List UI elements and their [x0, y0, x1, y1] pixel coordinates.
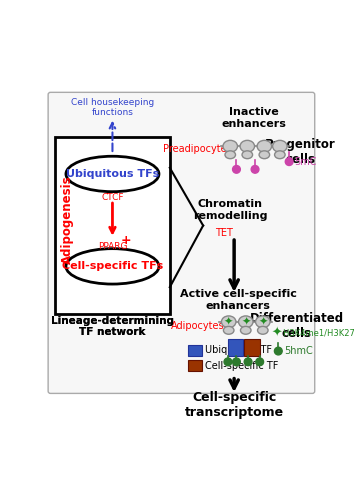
Ellipse shape — [66, 248, 159, 284]
Ellipse shape — [275, 151, 285, 158]
Ellipse shape — [222, 316, 236, 328]
Ellipse shape — [259, 151, 270, 158]
Circle shape — [244, 358, 252, 366]
Circle shape — [233, 166, 240, 173]
Circle shape — [224, 358, 232, 366]
Text: ✦: ✦ — [224, 317, 233, 327]
Ellipse shape — [257, 326, 268, 334]
FancyBboxPatch shape — [48, 92, 315, 394]
Text: 5mC: 5mC — [295, 156, 317, 166]
Text: Cell-specific TFs: Cell-specific TFs — [62, 262, 163, 272]
FancyBboxPatch shape — [55, 137, 170, 314]
Text: Adipogenesis: Adipogenesis — [61, 176, 74, 264]
Text: TET: TET — [215, 228, 233, 238]
Ellipse shape — [257, 140, 272, 152]
Text: CTCF: CTCF — [101, 192, 124, 202]
Text: PPARG: PPARG — [98, 242, 127, 251]
Circle shape — [285, 158, 293, 166]
Text: Progenitor
cells: Progenitor cells — [265, 138, 335, 166]
Text: Ubiquitous TFs: Ubiquitous TFs — [66, 169, 159, 179]
Text: ✦: ✦ — [272, 327, 282, 340]
Circle shape — [251, 166, 259, 173]
Text: Inactive
enhancers: Inactive enhancers — [221, 107, 286, 128]
Text: Chromatin
remodelling: Chromatin remodelling — [193, 200, 268, 221]
Ellipse shape — [273, 140, 287, 152]
FancyBboxPatch shape — [188, 360, 202, 371]
Ellipse shape — [242, 151, 252, 158]
Text: Lineage-determining
TF network: Lineage-determining TF network — [51, 316, 174, 337]
FancyBboxPatch shape — [244, 338, 260, 355]
Ellipse shape — [240, 140, 255, 152]
Text: Cell-specific TF: Cell-specific TF — [205, 360, 279, 370]
Text: 5hmC: 5hmC — [284, 346, 313, 356]
Ellipse shape — [223, 326, 234, 334]
Text: ✦: ✦ — [258, 317, 268, 327]
Text: Lineage-determining
TF network: Lineage-determining TF network — [51, 316, 174, 337]
Circle shape — [274, 347, 282, 355]
Ellipse shape — [225, 151, 235, 158]
Text: Active cell-specific
enhancers: Active cell-specific enhancers — [179, 290, 296, 311]
FancyBboxPatch shape — [188, 345, 202, 356]
Ellipse shape — [223, 140, 238, 152]
Text: Adipocytes: Adipocytes — [171, 320, 224, 330]
Text: Ubiquitous TF: Ubiquitous TF — [205, 346, 273, 356]
Text: ✦: ✦ — [241, 317, 250, 327]
Text: Cell housekeeping
functions: Cell housekeeping functions — [71, 98, 154, 117]
Circle shape — [233, 358, 240, 366]
Ellipse shape — [240, 326, 251, 334]
Ellipse shape — [66, 156, 159, 192]
Text: Differentiated
cells: Differentiated cells — [250, 312, 344, 340]
Ellipse shape — [239, 316, 253, 328]
Text: H3K4me1/H3K27ac +: H3K4me1/H3K27ac + — [283, 329, 354, 338]
Text: Cell-specific
transcriptome: Cell-specific transcriptome — [184, 391, 284, 419]
FancyBboxPatch shape — [228, 338, 244, 355]
Text: Preadipocytes: Preadipocytes — [163, 144, 232, 154]
Ellipse shape — [256, 316, 270, 328]
Text: +: + — [120, 234, 131, 246]
Circle shape — [256, 358, 264, 366]
